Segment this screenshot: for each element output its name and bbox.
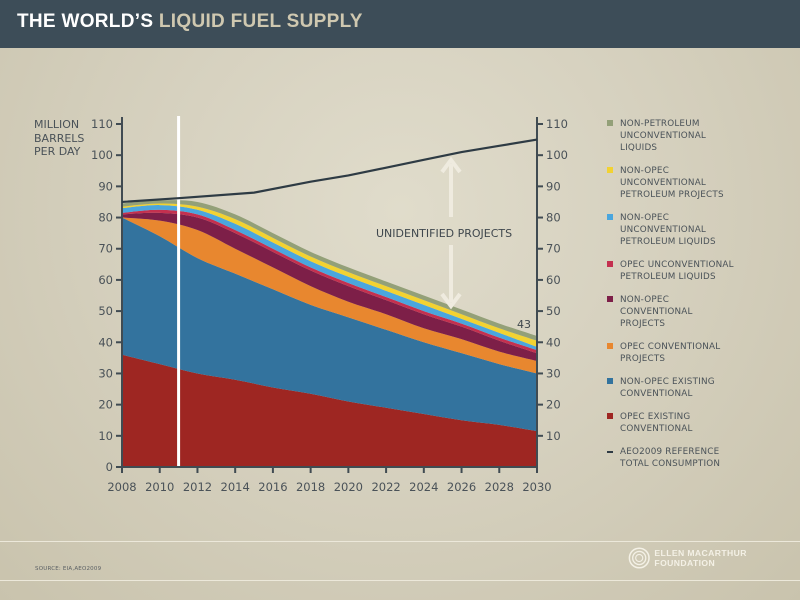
area-non-opec-existing-conventional bbox=[122, 217, 537, 432]
y-tick-label-right: 50 bbox=[546, 304, 561, 318]
legend-item: NON-OPEC CONVENTIONAL PROJECTS bbox=[604, 294, 710, 330]
x-tick-label: 2008 bbox=[107, 480, 136, 494]
arrow-down-icon bbox=[440, 292, 462, 310]
axes: 0102030405060708090100110102030405060708… bbox=[91, 117, 568, 494]
area-opec-unconventional-petroleum-liquids bbox=[122, 209, 537, 354]
stacked-areas bbox=[122, 116, 537, 467]
unidentified-projects-label: UNIDENTIFIED PROJECTS bbox=[376, 227, 512, 240]
y-tick-label-right: 100 bbox=[546, 148, 568, 162]
arrow-up-icon bbox=[440, 156, 462, 174]
foundation-logo: ELLEN MACARTHUR FOUNDATION bbox=[628, 546, 800, 570]
legend-item: OPEC UNCONVENTIONAL PETROLEUM LIQUIDS bbox=[604, 259, 750, 283]
area-opec-conventional-projects bbox=[122, 217, 537, 374]
y-tick-label-left: 80 bbox=[98, 211, 113, 225]
legend-item: NON-OPEC EXISTING CONVENTIONAL bbox=[604, 376, 745, 400]
legend-swatch bbox=[607, 167, 613, 173]
title-part-main: THE WORLD’S bbox=[17, 11, 159, 32]
x-tick-label: 2030 bbox=[522, 480, 551, 494]
legend-swatch bbox=[607, 413, 613, 419]
x-tick-label: 2020 bbox=[334, 480, 363, 494]
page-title: THE WORLD’S LIQUID FUEL SUPPLY bbox=[17, 11, 363, 33]
x-tick-label: 2014 bbox=[221, 480, 250, 494]
legend-item: OPEC CONVENTIONAL PROJECTS bbox=[604, 341, 750, 365]
annotations: UNIDENTIFIED PROJECTS 43 bbox=[376, 156, 531, 331]
legend-swatch bbox=[607, 343, 613, 349]
y-tick-label-left: 60 bbox=[98, 273, 113, 287]
legend-label: NON-OPEC EXISTING CONVENTIONAL bbox=[620, 377, 715, 399]
legend-swatch bbox=[607, 296, 613, 302]
y-tick-label-right: 40 bbox=[546, 335, 561, 349]
legend-swatch bbox=[607, 378, 613, 384]
reference-line-group bbox=[121, 138, 538, 204]
end-value-label: 43 bbox=[517, 318, 531, 331]
y-tick-label-left: 0 bbox=[106, 460, 113, 474]
legend-item: NON-OPEC UNCONVENTIONAL PETROLEUM PROJEC… bbox=[604, 165, 740, 201]
legend-label: OPEC EXISTING CONVENTIONAL bbox=[620, 412, 693, 434]
x-tick-label: 2024 bbox=[409, 480, 438, 494]
title-part-accent: LIQUID FUEL SUPPLY bbox=[158, 11, 363, 32]
legend-item: NON-OPEC UNCONVENTIONAL PETROLEUM LIQUID… bbox=[604, 212, 740, 248]
legend-swatch bbox=[607, 214, 613, 220]
header-bar: THE WORLD’S LIQUID FUEL SUPPLY bbox=[0, 0, 800, 48]
x-tick-label: 2012 bbox=[183, 480, 212, 494]
area-non-opec-unconventional-petroleum-liquids bbox=[122, 205, 537, 351]
legend-swatch bbox=[607, 261, 613, 267]
y-tick-label-left: 110 bbox=[91, 117, 113, 131]
y-tick-label-right: 30 bbox=[546, 366, 561, 380]
legend-item: AEO2009 REFERENCE TOTAL CONSUMPTION bbox=[604, 446, 750, 470]
y-tick-label-left: 90 bbox=[98, 179, 113, 193]
x-tick-label: 2028 bbox=[485, 480, 514, 494]
area-non-petroleum-unconventional-liquids bbox=[122, 200, 537, 341]
legend-label: NON-OPEC UNCONVENTIONAL PETROLEUM PROJEC… bbox=[620, 166, 724, 200]
y-tick-label-right: 70 bbox=[546, 242, 561, 256]
y-tick-label-left: 40 bbox=[98, 335, 113, 349]
legend-label: NON-OPEC CONVENTIONAL PROJECTS bbox=[620, 295, 693, 329]
x-tick-label: 2010 bbox=[145, 480, 174, 494]
legend: NON-PETROLEUM UNCONVENTIONAL LIQUIDS NON-… bbox=[604, 118, 794, 481]
y-tick-label-left: 10 bbox=[98, 429, 113, 443]
legend-swatch bbox=[607, 451, 613, 453]
logo-rings-icon bbox=[628, 547, 650, 569]
logo-text: ELLEN MACARTHUR FOUNDATION bbox=[654, 548, 747, 568]
source-note: SOURCE: EIA,AEO2009 bbox=[35, 566, 102, 572]
footer-divider-bottom bbox=[0, 580, 800, 581]
x-tick-label: 2026 bbox=[447, 480, 476, 494]
legend-label: NON-PETROLEUM UNCONVENTIONAL LIQUIDS bbox=[620, 119, 707, 153]
legend-item: NON-PETROLEUM UNCONVENTIONAL LIQUIDS bbox=[604, 118, 725, 154]
y-tick-label-right: 90 bbox=[546, 179, 561, 193]
legend-label: AEO2009 REFERENCE TOTAL CONSUMPTION bbox=[620, 447, 721, 469]
legend-label: OPEC UNCONVENTIONAL PETROLEUM LIQUIDS bbox=[620, 260, 734, 282]
legend-label: NON-OPEC UNCONVENTIONAL PETROLEUM LIQUID… bbox=[620, 213, 716, 247]
y-tick-label-left: 100 bbox=[91, 148, 113, 162]
area-non-opec-conventional-projects bbox=[122, 212, 537, 361]
y-tick-label-left: 30 bbox=[98, 366, 113, 380]
legend-label: OPEC CONVENTIONAL PROJECTS bbox=[620, 342, 721, 364]
reference-total-consumption-line bbox=[121, 138, 538, 204]
area-opec-existing-conventional bbox=[122, 354, 537, 467]
x-tick-label: 2018 bbox=[296, 480, 325, 494]
y-tick-label-left: 50 bbox=[98, 304, 113, 318]
y-tick-label-right: 20 bbox=[546, 398, 561, 412]
y-tick-label-left: 20 bbox=[98, 398, 113, 412]
y-tick-label-left: 70 bbox=[98, 242, 113, 256]
x-tick-label: 2016 bbox=[258, 480, 287, 494]
y-tick-label-right: 80 bbox=[546, 211, 561, 225]
legend-swatch bbox=[607, 120, 613, 126]
y-tick-label-right: 110 bbox=[546, 117, 568, 131]
legend-item: OPEC EXISTING CONVENTIONAL bbox=[604, 411, 710, 435]
y-axis-label: MILLION BARRELS PER DAY bbox=[34, 118, 85, 158]
x-tick-label: 2022 bbox=[371, 480, 400, 494]
y-tick-label-right: 60 bbox=[546, 273, 561, 287]
y-tick-label-right: 10 bbox=[546, 429, 561, 443]
footer-divider-top bbox=[0, 541, 800, 542]
